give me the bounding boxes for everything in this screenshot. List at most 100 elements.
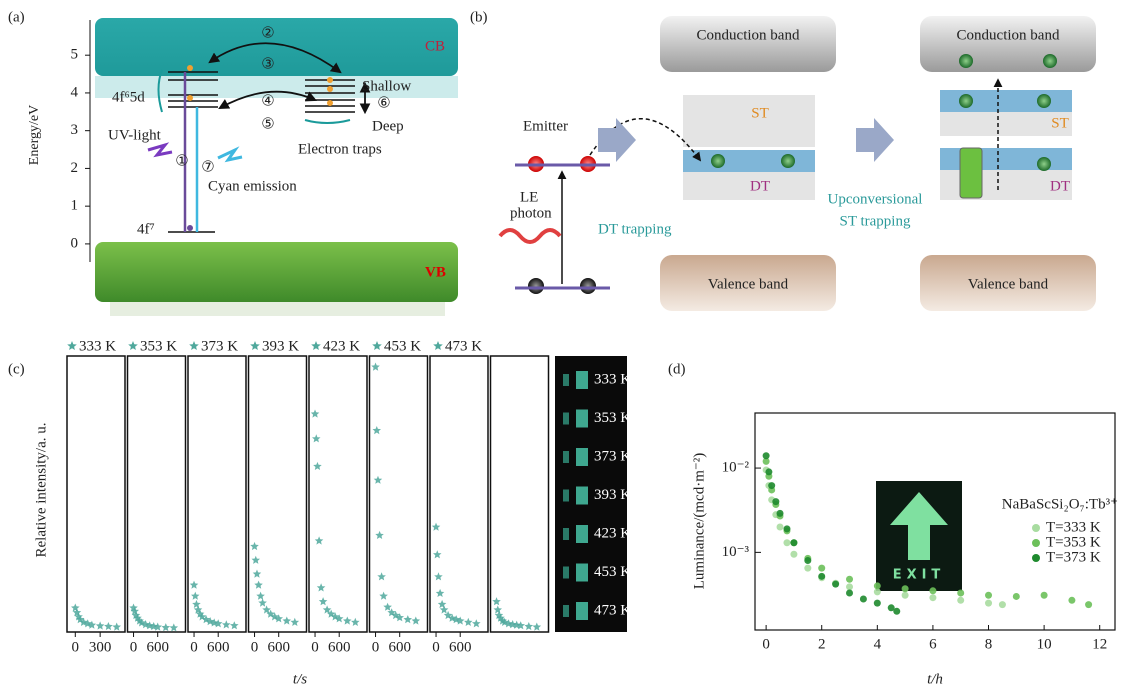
- data-point: [435, 588, 445, 597]
- vb-shadow: [110, 302, 445, 316]
- y-tick-label: 10⁻²: [722, 460, 750, 476]
- data-point: [818, 564, 826, 572]
- panel-b: (b) Conduction band Conduction band Vale…: [470, 9, 1096, 311]
- st-label: ST: [1051, 115, 1069, 131]
- data-point: [1085, 601, 1093, 609]
- subplot-frame: [489, 355, 550, 633]
- y-tick-label: 1: [71, 198, 79, 214]
- shallow-label: Shallow: [362, 78, 411, 94]
- subplot-frame: [126, 355, 187, 633]
- data-point: [195, 609, 205, 618]
- x-tick-label: 300: [89, 639, 112, 655]
- vb-box: [920, 255, 1096, 311]
- le-label: photon: [510, 205, 552, 221]
- data-point: [252, 569, 262, 578]
- phosphor: [576, 602, 588, 620]
- phosphor: [576, 448, 588, 466]
- data-point: [901, 591, 909, 599]
- data-point: [859, 595, 867, 603]
- data-point: [197, 612, 207, 621]
- data-point: [334, 614, 344, 623]
- data-point: [189, 580, 199, 589]
- y-tick-label: 5: [71, 47, 79, 63]
- le-label: LE: [520, 189, 538, 205]
- data-point: [95, 621, 105, 630]
- y-tick-label: 2: [71, 160, 79, 176]
- x-tick-label: 600: [388, 639, 411, 655]
- x-tick-label: 12: [1092, 636, 1107, 652]
- photo-label: 423 K: [594, 525, 631, 541]
- legend-label: 333 K: [79, 338, 116, 354]
- photon: [498, 228, 562, 244]
- data-point: [316, 583, 326, 592]
- data-point: [873, 599, 881, 607]
- phosphor: [563, 451, 569, 463]
- x-tick-label: 4: [874, 636, 882, 652]
- phosphor: [576, 563, 588, 582]
- data-point: [258, 598, 267, 607]
- x-tick-label: 0: [311, 639, 319, 655]
- legend-label: 373 K: [201, 338, 238, 354]
- x-tick-label: 600: [328, 639, 351, 655]
- data-point: [213, 619, 223, 628]
- data-point: [310, 409, 320, 418]
- traps-label: Electron traps: [298, 141, 382, 157]
- data-point: [112, 622, 121, 631]
- x-tick-label: 600: [146, 639, 169, 655]
- data-point: [768, 482, 776, 490]
- data-point: [373, 475, 383, 484]
- x-tick-label: 600: [207, 639, 230, 655]
- data-point: [846, 589, 854, 597]
- phosphor: [576, 486, 588, 505]
- data-point: [282, 616, 291, 625]
- dt-label: DT: [750, 178, 770, 194]
- data-point: [929, 587, 937, 595]
- data-point: [887, 604, 895, 612]
- data-point: [532, 622, 542, 631]
- x-axis-label: t/h: [927, 671, 943, 687]
- data-point: [846, 575, 854, 583]
- data-point: [403, 615, 412, 624]
- uv-icon: [147, 142, 173, 158]
- data-point: [893, 607, 901, 615]
- data-point: [1012, 592, 1020, 600]
- st-stripe: [940, 90, 1072, 112]
- photo-label: 333 K: [594, 371, 631, 387]
- data-point: [330, 612, 340, 621]
- data-point: [411, 616, 421, 625]
- data-point: [290, 617, 300, 626]
- data-point: [169, 623, 179, 632]
- data-point: [74, 612, 83, 621]
- y-tick-label: 0: [71, 235, 79, 251]
- big-arrow: [856, 118, 894, 162]
- legend-marker: [67, 341, 77, 350]
- x-axis-label: t/s: [293, 671, 307, 687]
- data-point: [371, 362, 380, 371]
- legend-marker: [128, 341, 138, 350]
- emitter-label: Emitter: [523, 118, 568, 134]
- exit-text: EXIT: [893, 568, 946, 583]
- subplot-frame: [368, 355, 429, 633]
- data-point: [985, 591, 993, 599]
- data-point: [104, 622, 113, 631]
- legend-label: T=333 K: [1046, 519, 1101, 535]
- legend-marker: [433, 341, 443, 350]
- trap-arrow: [589, 118, 702, 162]
- data-point: [375, 530, 384, 539]
- data-point: [250, 541, 259, 551]
- data-point: [434, 572, 443, 581]
- data-point: [437, 599, 447, 608]
- data-point: [772, 498, 780, 506]
- data-point: [873, 582, 881, 590]
- x-tick-label: 0: [251, 639, 259, 655]
- data-point: [270, 612, 279, 621]
- x-tick-label: 0: [432, 639, 440, 655]
- exit-arrow: [890, 492, 948, 560]
- legend-marker: [372, 341, 382, 350]
- data-point: [464, 617, 473, 626]
- data-point: [395, 613, 404, 622]
- data-point: [254, 580, 263, 589]
- data-point: [524, 622, 533, 631]
- legend-marker: [311, 341, 321, 350]
- photo-label: 473 K: [594, 602, 631, 618]
